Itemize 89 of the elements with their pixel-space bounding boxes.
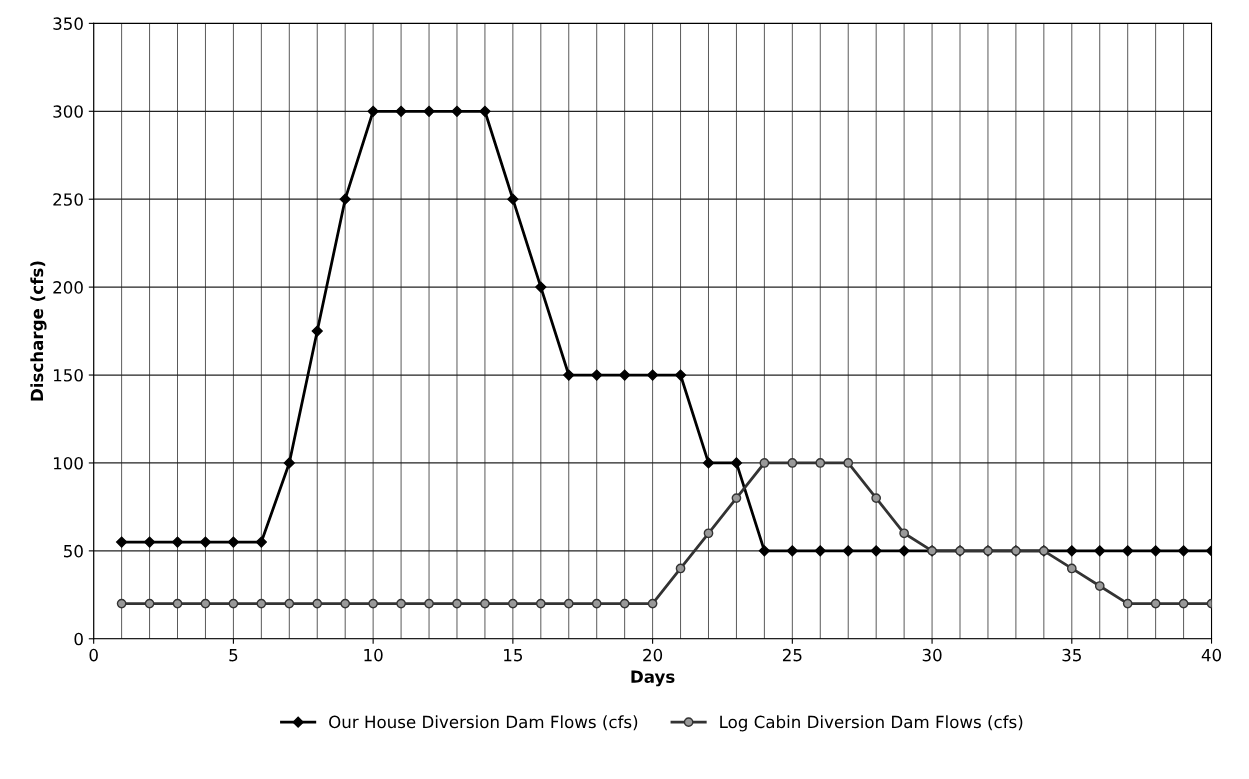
point [591,598,602,609]
point [116,536,128,548]
point [619,598,630,609]
point [703,528,714,539]
point [1177,545,1190,557]
point [535,281,547,293]
x-tick-label: 25 [782,648,802,662]
point [143,536,156,548]
legend-label: Log Cabin Diversion Dam Flows (cfs) [720,715,1023,732]
point [702,457,715,469]
point [674,369,687,381]
y-tick-label: 300 [53,105,83,118]
point [675,563,686,574]
point [508,598,518,609]
point [396,598,406,609]
point [311,325,323,337]
y-tick-label: 100 [53,456,83,470]
x-tick-label: 0 [89,648,98,662]
point [227,536,240,548]
point [731,493,742,503]
point [1066,563,1077,574]
point [116,598,127,609]
x-tick-label: 10 [364,648,383,662]
point [815,458,826,468]
y-axis-title: Discharge (cfs) [30,261,47,401]
point [339,193,351,205]
point [759,458,770,468]
x-tick-label: 15 [504,649,523,662]
point [255,536,267,548]
point [395,105,407,117]
point [619,369,631,381]
point [1094,581,1105,591]
point [591,369,603,381]
point [1066,545,1078,557]
point [842,545,854,557]
x-tick-label: 20 [643,648,663,662]
point [452,598,462,609]
y-tick-label: 350 [53,17,83,30]
y-tick-label: 150 [53,369,83,382]
point [283,457,295,469]
point [480,598,490,609]
point [451,105,463,117]
point [424,598,434,609]
legend-label: Our House Diversion Dam Flows (cfs) [329,715,638,731]
point [898,545,910,557]
point [367,105,379,117]
point [1122,598,1133,609]
point [843,458,854,468]
point [423,105,435,117]
point [312,598,323,609]
point [172,598,183,609]
point [563,598,574,609]
point [814,545,826,557]
point [1150,545,1162,557]
point [200,598,211,609]
point [786,545,798,557]
x-tick-label: 30 [922,648,942,662]
y-tick-label: 50 [64,544,83,558]
x-tick-label: 40 [1201,648,1222,662]
y-tick-label: 250 [53,193,83,206]
point [1150,598,1161,609]
point [730,457,743,469]
x-tick-label: 5 [229,649,238,662]
point [1094,545,1106,557]
point [787,458,798,468]
point [563,369,575,381]
point [199,536,212,548]
point [1178,598,1189,609]
y-tick-label: 200 [53,281,83,294]
point [646,369,659,381]
point [479,105,491,117]
point [758,545,770,557]
point [870,545,882,557]
y-tick-label: 0 [74,632,83,646]
point [144,598,155,609]
point [171,536,184,548]
point [256,598,267,609]
point [284,598,295,609]
point [340,598,351,609]
point [228,598,239,609]
point [647,598,658,609]
point [507,193,519,205]
point [871,493,882,503]
point [1122,545,1134,557]
point [899,528,909,539]
point [368,598,379,609]
x-tick-label: 35 [1062,648,1081,662]
x-axis-title: Days [631,670,675,687]
point [535,598,546,609]
